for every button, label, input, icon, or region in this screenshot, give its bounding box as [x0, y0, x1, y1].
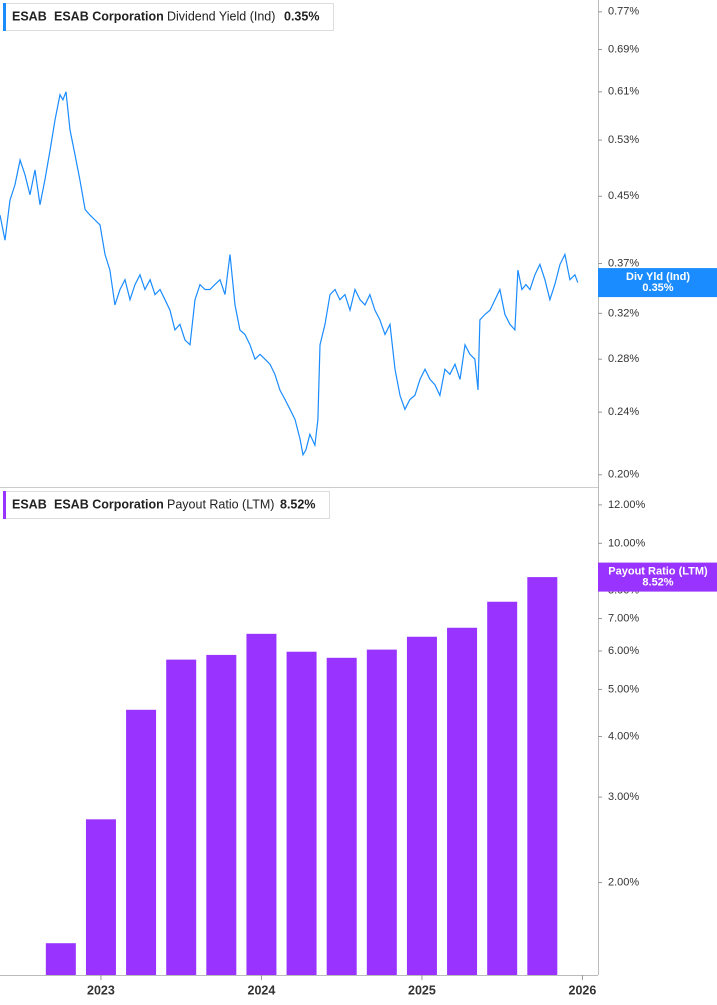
- x-tick-label: 2024: [248, 983, 276, 997]
- bar: [286, 651, 317, 975]
- bar: [326, 657, 357, 975]
- last-value-name: Div Yld (Ind): [626, 271, 690, 283]
- legend-series: Payout Ratio (LTM): [167, 497, 274, 511]
- legend-series: Dividend Yield (Ind): [167, 9, 275, 23]
- y-tick-label: 0.32%: [608, 307, 639, 319]
- bar: [85, 819, 116, 975]
- y-tick-label: 6.00%: [608, 645, 639, 657]
- bar: [366, 649, 397, 975]
- y-tick-label: 0.77%: [608, 6, 639, 18]
- legend-value: 8.52%: [280, 497, 315, 511]
- y-tick-label: 3.00%: [608, 791, 639, 803]
- bar: [166, 659, 197, 975]
- company: ESAB Corporation: [54, 9, 164, 23]
- y-tick-label: 0.20%: [608, 469, 639, 481]
- last-value-label: 8.52%: [642, 577, 673, 589]
- ticker: ESAB: [12, 497, 47, 511]
- ticker: ESAB: [12, 9, 47, 23]
- y-tick-label: 2.00%: [608, 876, 639, 888]
- last-value-box: [598, 268, 717, 298]
- legend-box: [3, 491, 330, 519]
- legend-value: 0.35%: [284, 9, 319, 23]
- y-tick-label: 0.37%: [608, 257, 639, 269]
- y-tick-label: 12.00%: [608, 499, 646, 511]
- line: [0, 91, 579, 457]
- y-tick-label: 0.28%: [608, 353, 639, 365]
- y-tick-label: 0.69%: [608, 43, 639, 55]
- bar: [487, 601, 518, 975]
- bar: [246, 633, 277, 975]
- x-tick-label: 2023: [87, 983, 115, 997]
- company: ESAB Corporation: [54, 497, 164, 511]
- y-tick-label: 0.45%: [608, 190, 639, 202]
- y-tick-label: 7.00%: [608, 612, 639, 624]
- bar: [527, 577, 558, 975]
- bar: [45, 943, 76, 975]
- legend-bottom: ESAB ESAB Corporation Payout Ratio (LTM)…: [3, 491, 330, 519]
- y-tick-label: 4.00%: [608, 730, 639, 742]
- y-tick-label: 10.00%: [608, 537, 646, 549]
- y-tick-label: 0.53%: [608, 134, 639, 146]
- legend-swatch: [3, 3, 6, 31]
- legend-box: [3, 3, 334, 31]
- last-value-label: 0.35%: [642, 282, 673, 294]
- y-tick-label: 0.24%: [608, 406, 639, 418]
- x-tick-label: 2025: [408, 983, 436, 997]
- bar: [126, 709, 157, 975]
- last-value-name: Payout Ratio (LTM): [608, 566, 708, 578]
- bar: [206, 654, 237, 975]
- y-tick-label: 5.00%: [608, 683, 639, 695]
- last-value-box: [598, 562, 717, 592]
- y-tick-label: 0.61%: [608, 86, 639, 98]
- legend-swatch: [3, 491, 6, 519]
- bar: [406, 636, 437, 975]
- legend-top: ESAB ESAB Corporation Dividend Yield (In…: [3, 3, 334, 31]
- x-tick-label: 2026: [569, 983, 597, 997]
- bar: [447, 627, 478, 975]
